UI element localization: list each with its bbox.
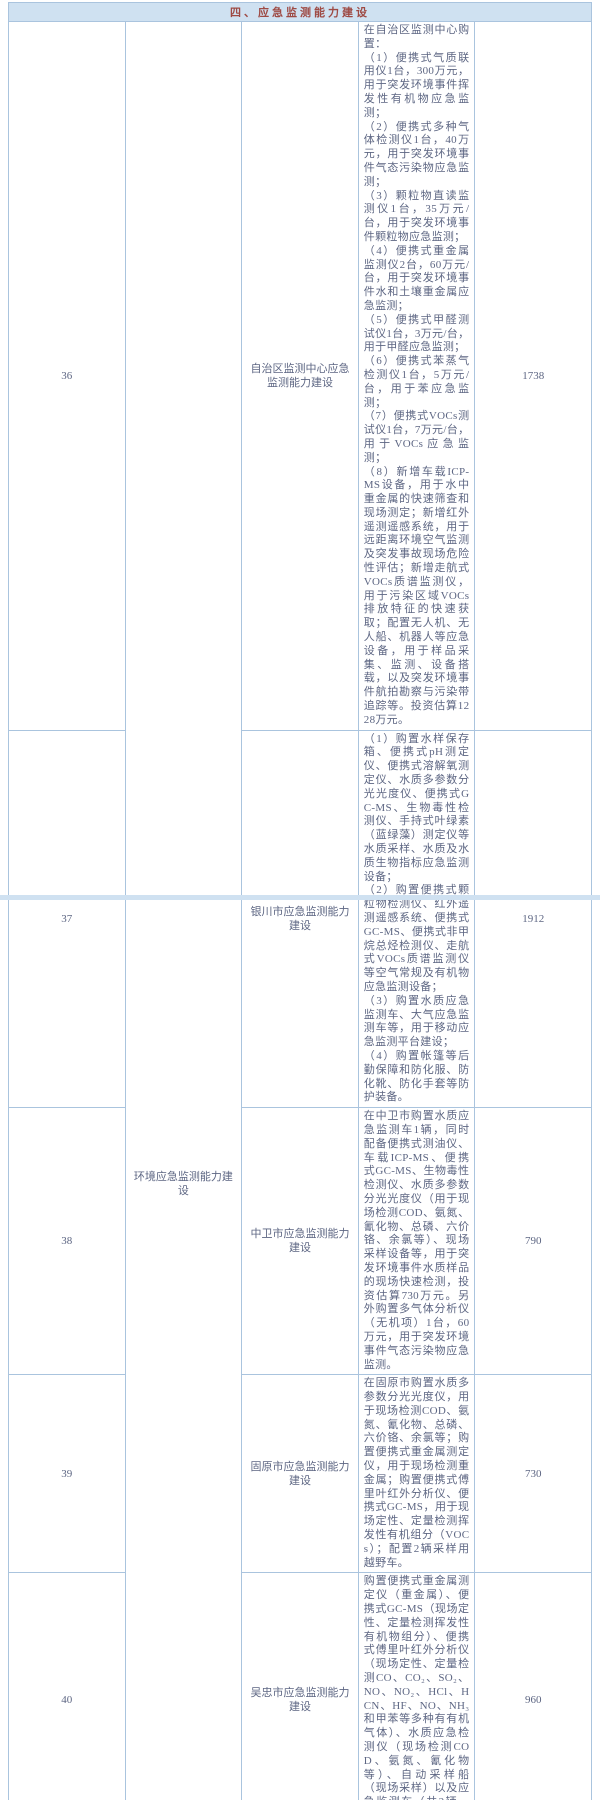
description-line: （3）购置水质应急监测车、大气应急监测车等，用于移动应急监测平台建设； xyxy=(364,995,470,1050)
project-name: 固原市应急监测能力建设 xyxy=(242,1375,359,1573)
section-title: 四、应急监测能力建设 xyxy=(9,3,592,22)
category-env-emergency: 环境应急监测能力建设 xyxy=(125,22,242,1800)
amount-value: 1738 xyxy=(475,22,592,731)
next-section-header-edge xyxy=(0,895,600,900)
project-description: 在自治区监测中心购置：（1）便携式气质联用仪1台，300万元，用于突发环境事件挥… xyxy=(358,22,475,731)
amount-value: 730 xyxy=(475,1375,592,1573)
amount-value: 960 xyxy=(475,1573,592,1800)
table-row-37: 37 银川市应急监测能力建设 （1）购置水样保存箱、便携式pH测定仪、便携式溶解… xyxy=(9,730,592,1108)
description-line: 购置便携式重金属测定仪（重金属）、便携式GC-MS（现场定性、定量检测挥发性有机… xyxy=(364,1575,470,1800)
amount-value: 1912 xyxy=(475,730,592,1108)
description-line: 在中卫市购置水质应急监测车1辆，同时配备便携式测油仪、车载ICP-MS、便携式G… xyxy=(364,1110,470,1372)
row-number: 36 xyxy=(9,22,126,731)
table-row-38: 38 中卫市应急监测能力建设 在中卫市购置水质应急监测车1辆，同时配备便携式测油… xyxy=(9,1108,592,1375)
description-line: （2）购置便携式颗粒物检测仪、红外遥测遥感系统、便携式GC-MS、便携式非甲烷总… xyxy=(364,884,470,994)
description-line: （1）购置水样保存箱、便携式pH测定仪、便携式溶解氧测定仪、水质多参数分光光度仪… xyxy=(364,733,470,885)
description-line: （4）便携式重金属监测仪2台，60万元/台，用于突发环境事件水和土壤重金属应急监… xyxy=(364,245,470,314)
description-line: （2）便携式多种气体检测仪1台，40万元，用于突发环境事件气态污染物应急监测； xyxy=(364,121,470,190)
table-row-36: 36 环境应急监测能力建设 自治区监测中心应急监测能力建设 在自治区监测中心购置… xyxy=(9,22,592,731)
amount-value: 790 xyxy=(475,1108,592,1375)
project-description: 在固原市购置水质多参数分光光度仪，用于现场检测COD、氨氮、氰化物、总磷、六价铬… xyxy=(358,1375,475,1573)
description-line: （6）便携式苯蒸气检测仪1台，5万元/台，用于苯应急监测； xyxy=(364,355,470,410)
project-description: 购置便携式重金属测定仪（重金属）、便携式GC-MS（现场定性、定量检测挥发性有机… xyxy=(358,1573,475,1800)
row-number: 39 xyxy=(9,1375,126,1573)
description-line: 在固原市购置水质多参数分光光度仪，用于现场检测COD、氨氮、氰化物、总磷、六价铬… xyxy=(364,1377,470,1570)
table-row-40: 40 吴忠市应急监测能力建设 购置便携式重金属测定仪（重金属）、便携式GC-MS… xyxy=(9,1573,592,1800)
row-number: 37 xyxy=(9,730,126,1108)
emergency-monitoring-table: 四、应急监测能力建设 36 环境应急监测能力建设 自治区监测中心应急监测能力建设… xyxy=(8,2,592,1800)
description-line: （1）便携式气质联用仪1台，300万元，用于突发环境事件挥发性有机物应急监测； xyxy=(364,52,470,121)
section-header-row: 四、应急监测能力建设 xyxy=(9,3,592,22)
description-line: （3）颗粒物直读监测仪1台，35万元/台，用于突发环境事件颗粒物应急监测； xyxy=(364,190,470,245)
description-line: （8）新增车载ICP-MS设备，用于水中重金属的快速筛查和现场测定；新增红外遥测… xyxy=(364,466,470,728)
project-name: 吴忠市应急监测能力建设 xyxy=(242,1573,359,1800)
row-number: 38 xyxy=(9,1108,126,1375)
project-name: 自治区监测中心应急监测能力建设 xyxy=(242,22,359,731)
description-line: （7）便携式VOCs测试仪1台，7万元/台，用于VOCs应急监测； xyxy=(364,410,470,465)
description-line: （5）便携式甲醛测试仪1台，3万元/台，用于甲醛应急监测； xyxy=(364,314,470,355)
project-description: 在中卫市购置水质应急监测车1辆，同时配备便携式测油仪、车载ICP-MS、便携式G… xyxy=(358,1108,475,1375)
project-name: 银川市应急监测能力建设 xyxy=(242,730,359,1108)
description-line: （4）购置帐篷等后勤保障和防化服、防化靴、防化手套等防护装备。 xyxy=(364,1050,470,1105)
description-line: 在自治区监测中心购置： xyxy=(364,24,470,52)
project-name: 中卫市应急监测能力建设 xyxy=(242,1108,359,1375)
row-number: 40 xyxy=(9,1573,126,1800)
table-row-39: 39 固原市应急监测能力建设 在固原市购置水质多参数分光光度仪，用于现场检测CO… xyxy=(9,1375,592,1573)
project-description: （1）购置水样保存箱、便携式pH测定仪、便携式溶解氧测定仪、水质多参数分光光度仪… xyxy=(358,730,475,1108)
